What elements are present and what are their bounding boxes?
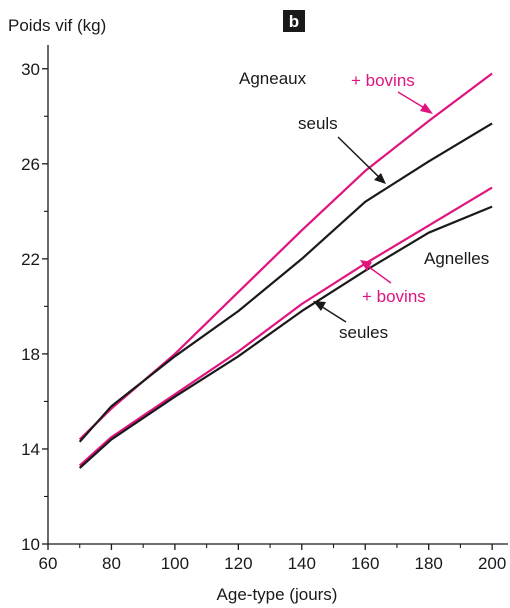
y-tick-label: 22	[21, 250, 40, 269]
x-tick-label: 120	[224, 554, 252, 573]
series-group	[78, 72, 493, 469]
annotation-bovins-bottom: + bovins	[362, 287, 426, 306]
y-tick-label: 18	[21, 345, 40, 364]
x-tick-label: 80	[102, 554, 121, 573]
x-tick-label: 60	[39, 554, 58, 573]
y-axis-title: Poids vif (kg)	[8, 16, 106, 35]
y-tick-label: 10	[21, 535, 40, 554]
annotation-seules: seules	[339, 323, 388, 342]
x-tick-label: 200	[478, 554, 506, 573]
arrow-seules	[313, 301, 347, 323]
x-tick-label: 100	[161, 554, 189, 573]
annotation-agneaux: Agneaux	[239, 69, 307, 88]
series-line-agneaux-bovins	[78, 72, 493, 441]
x-tick-label: 140	[288, 554, 316, 573]
arrow-seuls	[337, 136, 386, 184]
annotation-bovins-top: + bovins	[351, 71, 415, 90]
x-tick-label: 160	[351, 554, 379, 573]
y-tick-label: 30	[21, 60, 40, 79]
x-axis-title: Age-type (jours)	[217, 585, 338, 604]
annotation-agnelles: Agnelles	[424, 249, 489, 268]
arrow-bovins-top	[397, 91, 433, 114]
series-line-agnelles-seules	[78, 205, 493, 469]
ticks: 10 14 18 22 26 30 60 80 100 120 140 160 180 200	[21, 60, 506, 573]
x-tick-label: 180	[415, 554, 443, 573]
series-line-agneaux-seuls	[78, 122, 493, 443]
annotation-seuls: seuls	[298, 114, 338, 133]
arrow-bovins-bottom	[360, 260, 392, 284]
panel-label-box	[283, 10, 305, 32]
y-tick-label: 14	[21, 440, 40, 459]
panel-label: b	[289, 12, 299, 31]
y-tick-label: 26	[21, 155, 40, 174]
series-line-agnelles-bovins	[78, 186, 493, 467]
